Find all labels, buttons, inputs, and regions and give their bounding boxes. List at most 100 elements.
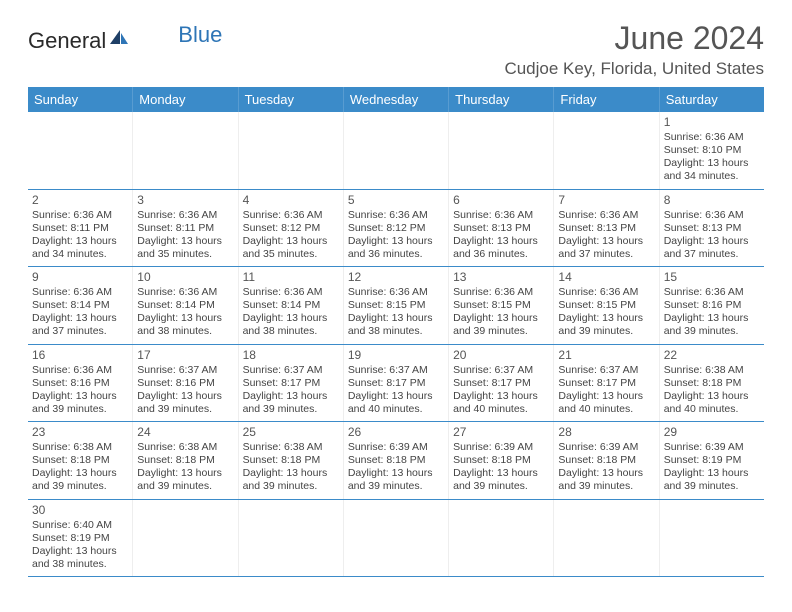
sunrise-text: Sunrise: 6:38 AM [32,441,128,454]
sunrise-text: Sunrise: 6:36 AM [453,209,549,222]
day-cell: 26Sunrise: 6:39 AMSunset: 8:18 PMDayligh… [344,422,449,499]
day-cell: 24Sunrise: 6:38 AMSunset: 8:18 PMDayligh… [133,422,238,499]
day-header-sunday: Sunday [28,87,133,112]
sunrise-text: Sunrise: 6:36 AM [558,209,654,222]
day-cell: 2Sunrise: 6:36 AMSunset: 8:11 PMDaylight… [28,190,133,267]
day-header-monday: Monday [133,87,238,112]
empty-cell [28,112,133,189]
day-number: 17 [137,348,233,363]
sunrise-text: Sunrise: 6:36 AM [558,286,654,299]
daylight-text: Daylight: 13 hours and 39 minutes. [137,467,233,493]
day-number: 12 [348,270,444,285]
logo-text-part2: Blue [178,22,222,48]
empty-cell [344,500,449,577]
daylight-text: Daylight: 13 hours and 39 minutes. [664,312,760,338]
sunrise-text: Sunrise: 6:38 AM [243,441,339,454]
daylight-text: Daylight: 13 hours and 39 minutes. [558,467,654,493]
sunset-text: Sunset: 8:16 PM [137,377,233,390]
day-cell: 30Sunrise: 6:40 AMSunset: 8:19 PMDayligh… [28,500,133,577]
day-cell: 20Sunrise: 6:37 AMSunset: 8:17 PMDayligh… [449,345,554,422]
daylight-text: Daylight: 13 hours and 38 minutes. [243,312,339,338]
day-header-friday: Friday [554,87,659,112]
week-row: 1Sunrise: 6:36 AMSunset: 8:10 PMDaylight… [28,112,764,190]
sunset-text: Sunset: 8:15 PM [453,299,549,312]
day-number: 24 [137,425,233,440]
sunset-text: Sunset: 8:15 PM [348,299,444,312]
sunset-text: Sunset: 8:14 PM [243,299,339,312]
daylight-text: Daylight: 13 hours and 39 minutes. [243,390,339,416]
day-number: 27 [453,425,549,440]
sunrise-text: Sunrise: 6:37 AM [348,364,444,377]
day-cell: 8Sunrise: 6:36 AMSunset: 8:13 PMDaylight… [660,190,764,267]
week-row: 9Sunrise: 6:36 AMSunset: 8:14 PMDaylight… [28,267,764,345]
day-number: 1 [664,115,760,130]
sunset-text: Sunset: 8:13 PM [453,222,549,235]
day-cell: 28Sunrise: 6:39 AMSunset: 8:18 PMDayligh… [554,422,659,499]
month-title: June 2024 [504,20,764,57]
sunrise-text: Sunrise: 6:39 AM [558,441,654,454]
sunset-text: Sunset: 8:16 PM [32,377,128,390]
sunset-text: Sunset: 8:18 PM [664,377,760,390]
day-cell: 14Sunrise: 6:36 AMSunset: 8:15 PMDayligh… [554,267,659,344]
daylight-text: Daylight: 13 hours and 40 minutes. [348,390,444,416]
sunset-text: Sunset: 8:15 PM [558,299,654,312]
week-row: 23Sunrise: 6:38 AMSunset: 8:18 PMDayligh… [28,422,764,500]
daylight-text: Daylight: 13 hours and 35 minutes. [243,235,339,261]
sunset-text: Sunset: 8:16 PM [664,299,760,312]
sunset-text: Sunset: 8:12 PM [243,222,339,235]
daylight-text: Daylight: 13 hours and 40 minutes. [558,390,654,416]
day-number: 10 [137,270,233,285]
sunset-text: Sunset: 8:17 PM [453,377,549,390]
sail-icon [108,28,130,54]
sunrise-text: Sunrise: 6:37 AM [558,364,654,377]
sunrise-text: Sunrise: 6:36 AM [243,286,339,299]
daylight-text: Daylight: 13 hours and 38 minutes. [348,312,444,338]
daylight-text: Daylight: 13 hours and 39 minutes. [453,467,549,493]
day-number: 8 [664,193,760,208]
day-cell: 29Sunrise: 6:39 AMSunset: 8:19 PMDayligh… [660,422,764,499]
day-number: 4 [243,193,339,208]
title-block: June 2024 Cudjoe Key, Florida, United St… [504,20,764,79]
day-number: 15 [664,270,760,285]
day-number: 16 [32,348,128,363]
sunset-text: Sunset: 8:13 PM [664,222,760,235]
day-number: 3 [137,193,233,208]
daylight-text: Daylight: 13 hours and 39 minutes. [453,312,549,338]
sunrise-text: Sunrise: 6:36 AM [32,286,128,299]
day-cell: 25Sunrise: 6:38 AMSunset: 8:18 PMDayligh… [239,422,344,499]
empty-cell [133,112,238,189]
sunrise-text: Sunrise: 6:36 AM [32,364,128,377]
empty-cell [660,500,764,577]
daylight-text: Daylight: 13 hours and 37 minutes. [664,235,760,261]
daylight-text: Daylight: 13 hours and 34 minutes. [32,235,128,261]
sunset-text: Sunset: 8:10 PM [664,144,760,157]
day-number: 9 [32,270,128,285]
sunrise-text: Sunrise: 6:37 AM [137,364,233,377]
daylight-text: Daylight: 13 hours and 35 minutes. [137,235,233,261]
day-cell: 10Sunrise: 6:36 AMSunset: 8:14 PMDayligh… [133,267,238,344]
day-number: 30 [32,503,128,518]
daylight-text: Daylight: 13 hours and 40 minutes. [453,390,549,416]
week-row: 16Sunrise: 6:36 AMSunset: 8:16 PMDayligh… [28,345,764,423]
day-cell: 17Sunrise: 6:37 AMSunset: 8:16 PMDayligh… [133,345,238,422]
day-number: 21 [558,348,654,363]
sunset-text: Sunset: 8:11 PM [32,222,128,235]
empty-cell [239,112,344,189]
day-number: 19 [348,348,444,363]
sunset-text: Sunset: 8:18 PM [137,454,233,467]
day-cell: 21Sunrise: 6:37 AMSunset: 8:17 PMDayligh… [554,345,659,422]
day-cell: 4Sunrise: 6:36 AMSunset: 8:12 PMDaylight… [239,190,344,267]
day-number: 18 [243,348,339,363]
daylight-text: Daylight: 13 hours and 39 minutes. [243,467,339,493]
page-header: General Blue June 2024 Cudjoe Key, Flori… [28,20,764,79]
sunrise-text: Sunrise: 6:38 AM [137,441,233,454]
logo-text-part1: General [28,28,106,54]
day-cell: 16Sunrise: 6:36 AMSunset: 8:16 PMDayligh… [28,345,133,422]
sunrise-text: Sunrise: 6:36 AM [137,209,233,222]
sunset-text: Sunset: 8:19 PM [32,532,128,545]
daylight-text: Daylight: 13 hours and 37 minutes. [558,235,654,261]
day-number: 28 [558,425,654,440]
day-header-thursday: Thursday [449,87,554,112]
daylight-text: Daylight: 13 hours and 39 minutes. [664,467,760,493]
sunrise-text: Sunrise: 6:39 AM [664,441,760,454]
